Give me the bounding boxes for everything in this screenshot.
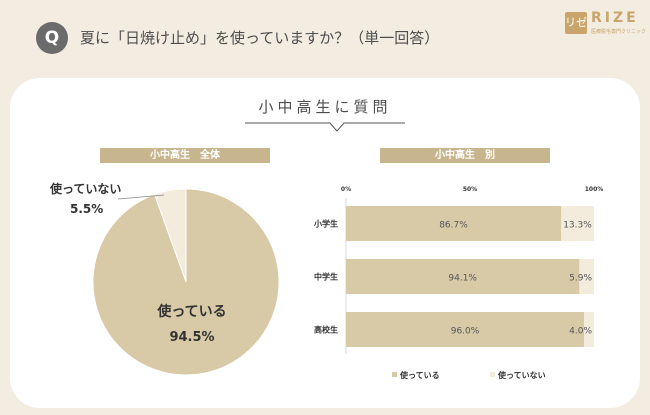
bar-segment-used <box>346 206 562 241</box>
bar-segment-not-used <box>584 312 594 347</box>
legend-swatch <box>392 372 397 377</box>
bar-data-label: 13.3% <box>563 221 592 231</box>
bar-data-label: 5.9% <box>569 274 592 284</box>
question-badge: Q <box>36 22 68 54</box>
x-tick-label: 50% <box>463 186 477 193</box>
pie-slice-used <box>92 188 280 376</box>
pie-label-used: 使っている <box>156 303 226 320</box>
x-tick-label: 0% <box>341 186 351 193</box>
category-label: 高校生 <box>314 325 338 335</box>
bar-data-label: 94.1% <box>448 274 477 284</box>
logo-mark-icon: リゼ <box>565 12 587 34</box>
bar-segment-used <box>346 312 585 347</box>
bar-segment-used <box>346 259 580 294</box>
pie-value-not-used: 5.5% <box>70 202 103 216</box>
logo-subtext: 医療脱毛専門クリニック <box>591 29 647 35</box>
rize-logo: リゼ RIZE 医療脱毛専門クリニック <box>565 10 646 40</box>
category-label: 中学生 <box>314 272 338 282</box>
pie-value-used: 94.5% <box>169 330 214 345</box>
category-label: 小学生 <box>313 219 338 229</box>
bar-segment-not-used <box>561 206 594 241</box>
legend-label: 使っている <box>399 370 440 380</box>
legend-swatch <box>490 372 495 377</box>
stacked-bar-chart: 0% 50% 100% 小学生 86.7% 13.3% 中学生 94.1% 5.9% 高校生 96.… <box>313 186 604 380</box>
x-tick-label: 100% <box>585 186 604 193</box>
pie-label-not-used: 使っていない <box>49 181 121 196</box>
speech-underline <box>245 122 405 132</box>
bar-chart-title: 小中高生 別 <box>380 148 550 163</box>
pie-leader-line <box>117 194 165 200</box>
question-text: 夏に「日焼け止め」を使っていますか？（単一回答） <box>80 29 440 47</box>
bar-data-label: 96.0% <box>451 327 480 337</box>
logo-text: RIZE <box>591 10 639 26</box>
legend-label: 使っていない <box>497 370 546 380</box>
section-title: 小中高生に質問 <box>258 98 392 116</box>
bar-segment-not-used <box>579 259 594 294</box>
pie-chart: 使っている 94.5% 使っていない 5.5% <box>49 181 280 376</box>
bar-data-label: 86.7% <box>439 221 468 231</box>
pie-chart-title: 小中高生 全体 <box>100 148 270 163</box>
bar-data-label: 4.0% <box>569 327 592 337</box>
header: Q 夏に「日焼け止め」を使っていますか？（単一回答） リゼ RIZE 医療脱毛専… <box>0 0 650 72</box>
